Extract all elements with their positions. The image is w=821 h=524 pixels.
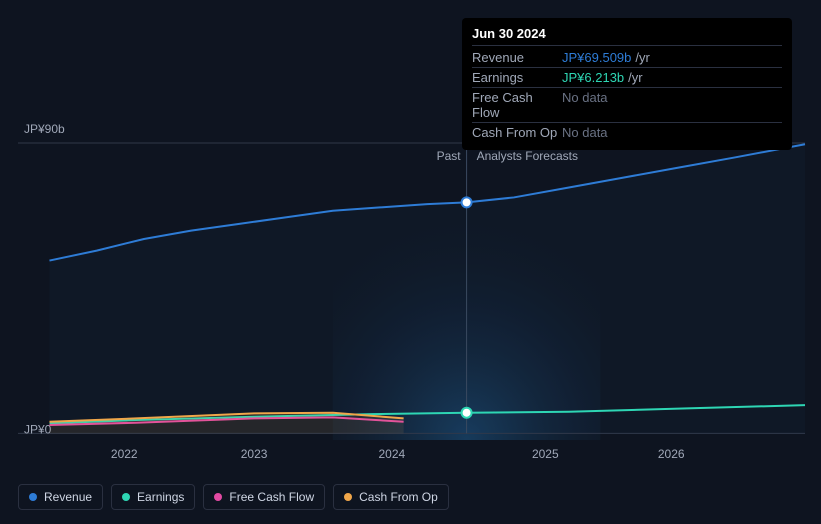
legend-label: Cash From Op	[359, 490, 438, 504]
y-axis-label: JP¥90b	[24, 122, 65, 136]
legend-item-free-cash-flow[interactable]: Free Cash Flow	[203, 484, 325, 510]
legend-label: Free Cash Flow	[229, 490, 314, 504]
tooltip-row-value: No data	[562, 90, 608, 120]
tooltip-row: Free Cash FlowNo data	[472, 88, 782, 123]
forecast-label: Analysts Forecasts	[477, 149, 578, 163]
y-axis-label: JP¥0	[24, 423, 52, 437]
legend-label: Earnings	[137, 490, 184, 504]
legend-item-earnings[interactable]: Earnings	[111, 484, 195, 510]
x-axis-label: 2024	[378, 447, 405, 461]
legend-dot-icon	[29, 493, 37, 501]
legend-dot-icon	[122, 493, 130, 501]
past-label: Past	[437, 149, 462, 163]
legend-dot-icon	[214, 493, 222, 501]
legend-dot-icon	[344, 493, 352, 501]
legend-item-cash-from-op[interactable]: Cash From Op	[333, 484, 449, 510]
financial-chart: Past Analysts Forecasts JP¥90b JP¥0 2022 2023…	[0, 0, 821, 524]
tooltip-row-label: Cash From Op	[472, 125, 562, 140]
chart-tooltip: Jun 30 2024 RevenueJP¥69.509b/yrEarnings…	[462, 18, 792, 150]
tooltip-row-label: Earnings	[472, 70, 562, 85]
x-axis-label: 2023	[241, 447, 268, 461]
legend-item-revenue[interactable]: Revenue	[18, 484, 103, 510]
tooltip-row-value: No data	[562, 125, 608, 140]
tooltip-row: EarningsJP¥6.213b/yr	[472, 68, 782, 88]
x-axis-label: 2022	[111, 447, 138, 461]
tooltip-row-label: Free Cash Flow	[472, 90, 562, 120]
tooltip-date: Jun 30 2024	[472, 26, 782, 46]
marker-revenue	[462, 197, 472, 207]
chart-legend: Revenue Earnings Free Cash Flow Cash From O…	[18, 484, 449, 510]
tooltip-row: RevenueJP¥69.509b/yr	[472, 48, 782, 68]
tooltip-row-suffix: /yr	[635, 50, 649, 65]
tooltip-row-suffix: /yr	[628, 70, 642, 85]
tooltip-row-value: JP¥69.509b	[562, 50, 631, 65]
x-axis-label: 2026	[658, 447, 685, 461]
tooltip-row-value: JP¥6.213b	[562, 70, 624, 85]
marker-earnings	[462, 408, 472, 418]
tooltip-row-label: Revenue	[472, 50, 562, 65]
tooltip-row: Cash From OpNo data	[472, 123, 782, 142]
x-axis-label: 2025	[532, 447, 559, 461]
legend-label: Revenue	[44, 490, 92, 504]
